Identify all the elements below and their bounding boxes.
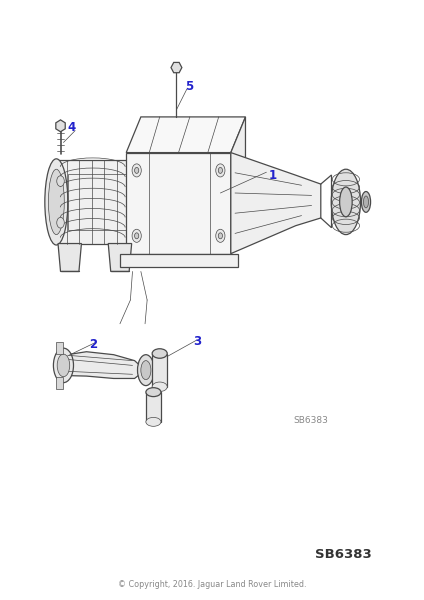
Polygon shape [171, 62, 182, 73]
Ellipse shape [152, 349, 167, 358]
Text: SB6383: SB6383 [315, 548, 372, 561]
Ellipse shape [57, 217, 64, 228]
Ellipse shape [331, 169, 360, 235]
Polygon shape [108, 244, 132, 271]
Text: © Copyright, 2016. Jaguar Land Rover Limited.: © Copyright, 2016. Jaguar Land Rover Lim… [118, 580, 306, 589]
Polygon shape [64, 352, 145, 379]
Polygon shape [231, 152, 321, 254]
Ellipse shape [218, 167, 223, 173]
Polygon shape [126, 117, 245, 152]
Ellipse shape [45, 159, 68, 245]
Ellipse shape [132, 164, 141, 177]
Text: 3: 3 [193, 335, 201, 348]
Polygon shape [58, 244, 81, 271]
Ellipse shape [146, 388, 161, 397]
Ellipse shape [152, 382, 167, 392]
Text: 5: 5 [185, 80, 193, 92]
Polygon shape [126, 152, 231, 254]
Ellipse shape [53, 348, 73, 383]
Ellipse shape [146, 418, 161, 427]
Ellipse shape [361, 191, 371, 212]
Ellipse shape [134, 233, 139, 239]
Ellipse shape [134, 167, 139, 173]
Ellipse shape [57, 176, 64, 187]
Text: 2: 2 [89, 338, 97, 351]
Ellipse shape [363, 196, 368, 208]
Polygon shape [56, 377, 64, 389]
Polygon shape [120, 254, 238, 268]
Ellipse shape [340, 187, 352, 217]
Polygon shape [152, 353, 167, 387]
Polygon shape [231, 117, 245, 254]
Ellipse shape [57, 354, 70, 377]
Text: SB6383: SB6383 [293, 416, 328, 425]
Ellipse shape [48, 169, 64, 235]
Text: 4: 4 [68, 121, 76, 134]
Ellipse shape [137, 355, 154, 386]
Ellipse shape [216, 164, 225, 177]
Polygon shape [146, 392, 161, 422]
Polygon shape [57, 160, 128, 244]
Ellipse shape [132, 229, 141, 242]
Ellipse shape [216, 229, 225, 242]
Text: 1: 1 [269, 169, 277, 182]
Polygon shape [56, 341, 64, 353]
Polygon shape [56, 120, 65, 132]
Ellipse shape [218, 233, 223, 239]
Ellipse shape [141, 361, 151, 380]
